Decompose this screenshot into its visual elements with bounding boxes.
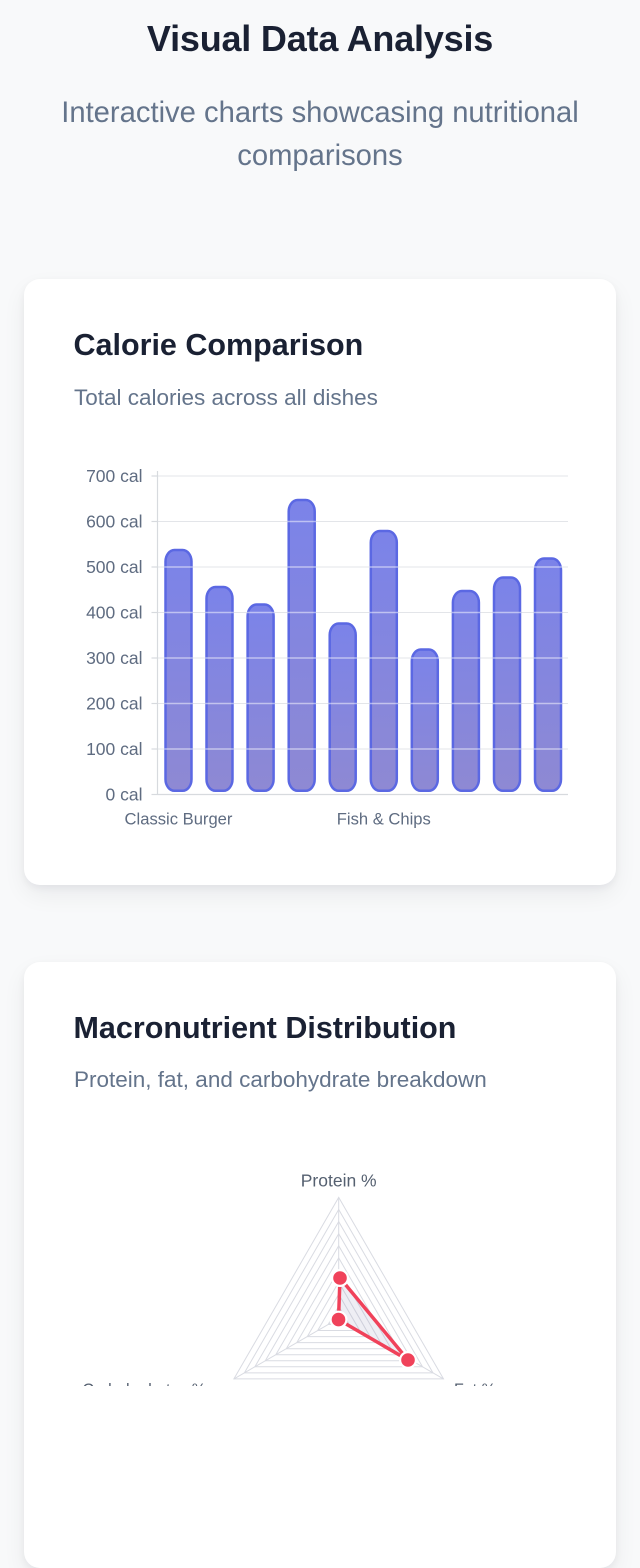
svg-text:600 cal: 600 cal xyxy=(86,512,142,532)
svg-text:Fish & Chips: Fish & Chips xyxy=(337,810,431,829)
svg-text:200 cal: 200 cal xyxy=(86,694,142,714)
svg-text:500 cal: 500 cal xyxy=(86,557,142,577)
svg-text:400 cal: 400 cal xyxy=(86,603,142,623)
svg-text:300 cal: 300 cal xyxy=(86,648,142,668)
svg-text:Fat %: Fat % xyxy=(454,1382,496,1386)
svg-text:Carbohydrates %: Carbohydrates % xyxy=(82,1382,206,1386)
svg-text:Protein %: Protein % xyxy=(301,1171,377,1191)
svg-text:100 cal: 100 cal xyxy=(86,739,142,759)
svg-text:Classic Burger: Classic Burger xyxy=(125,810,233,829)
svg-text:0 cal: 0 cal xyxy=(106,785,143,805)
svg-text:700 cal: 700 cal xyxy=(86,466,142,486)
